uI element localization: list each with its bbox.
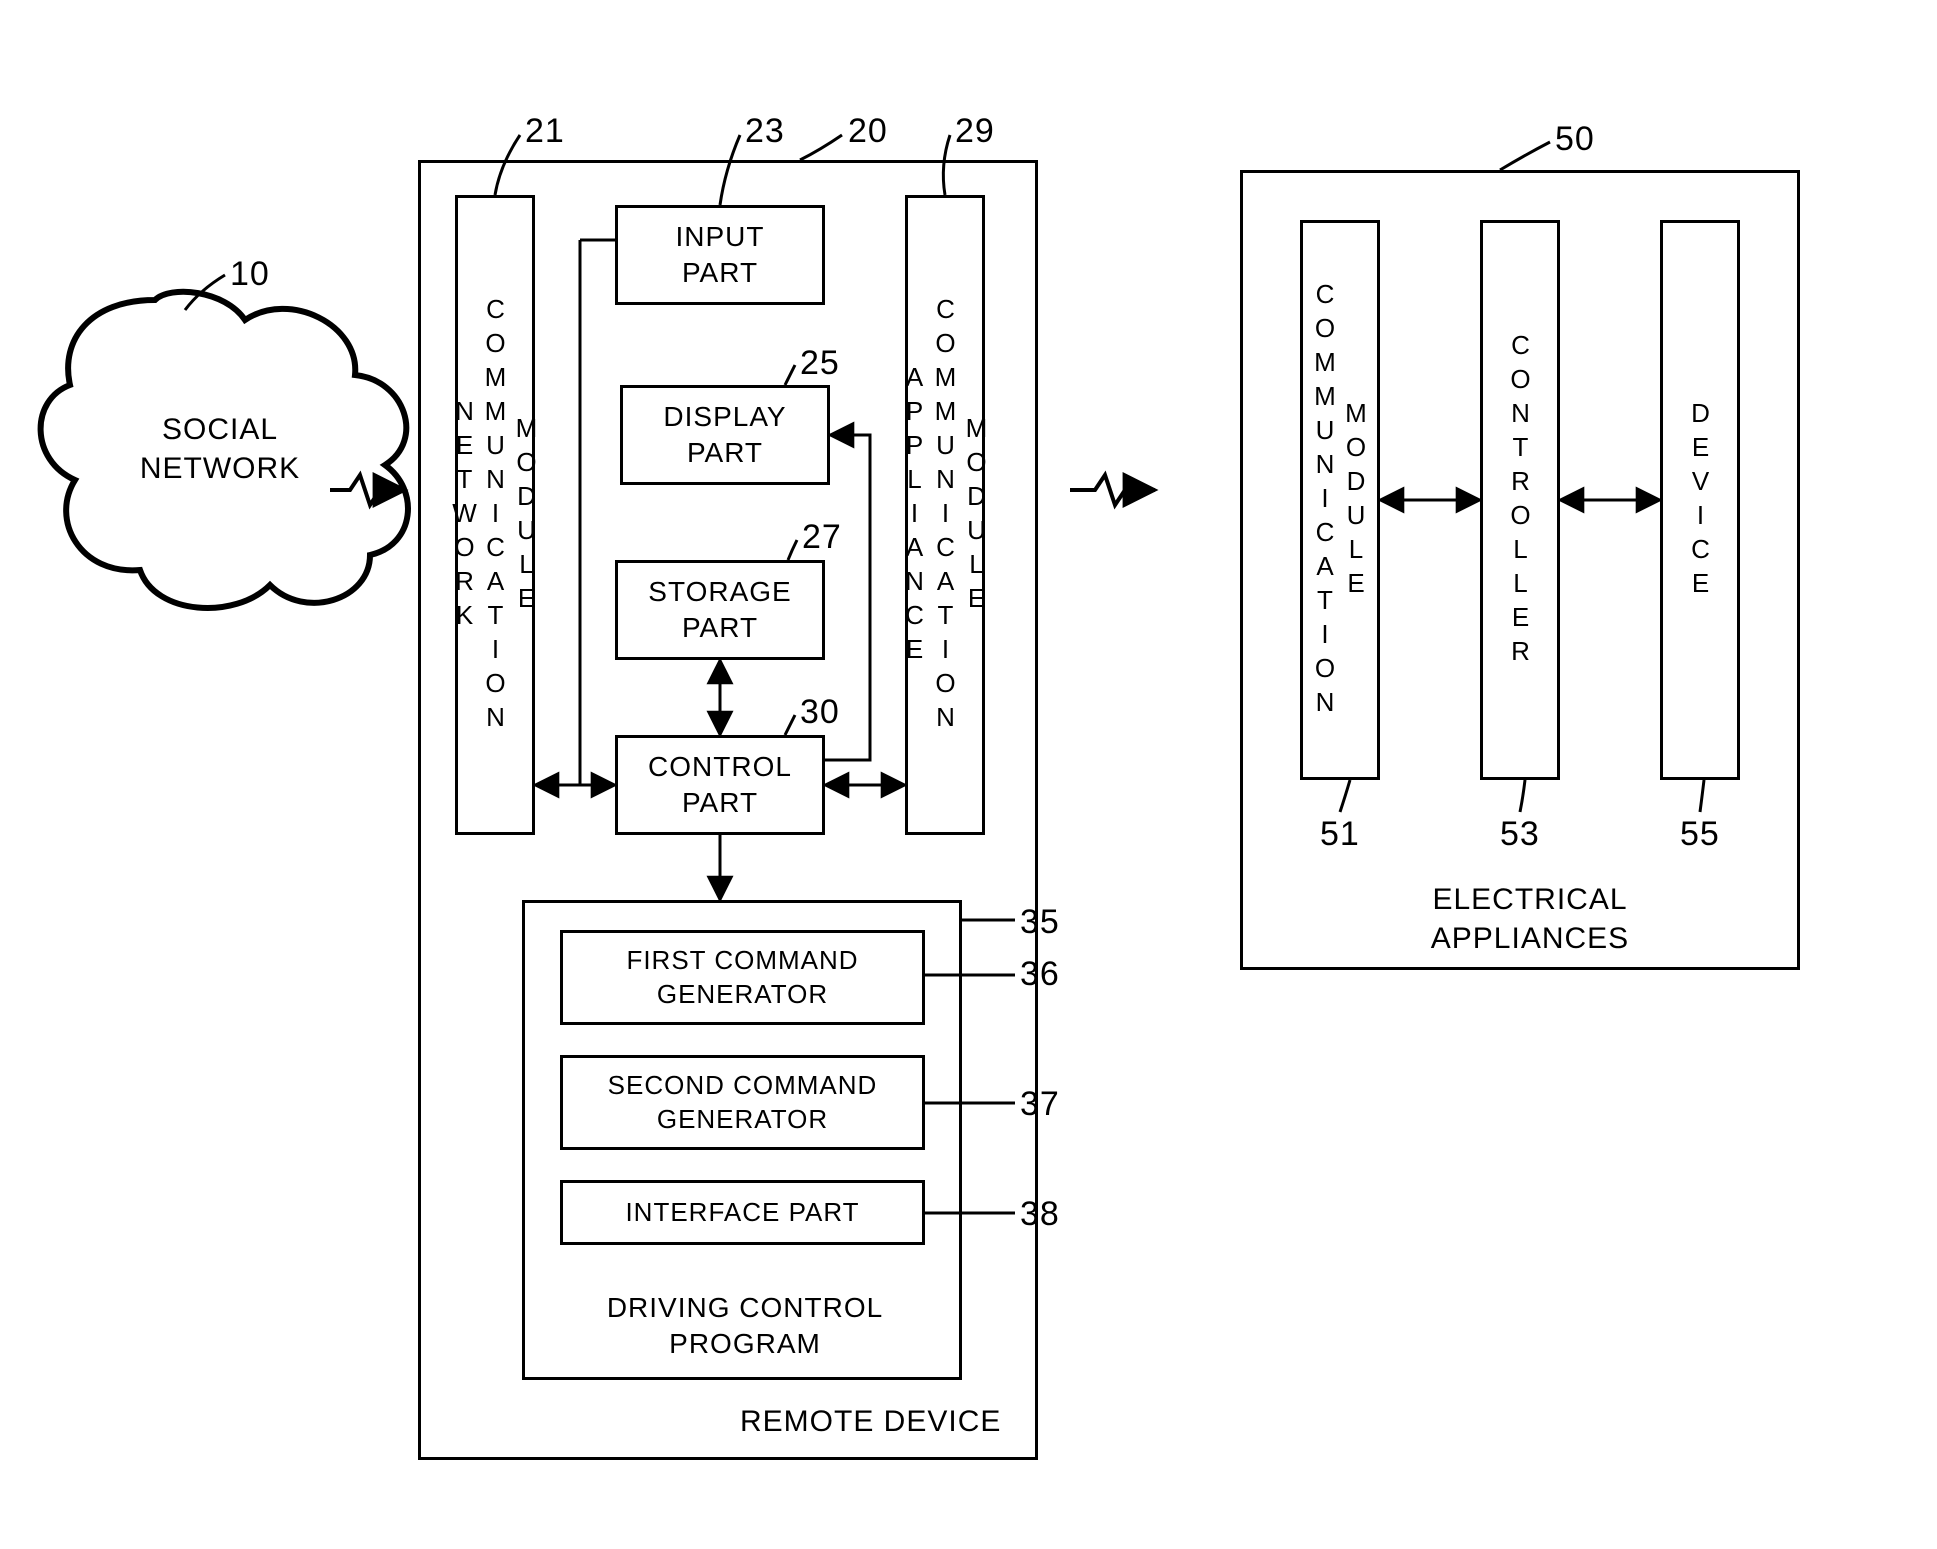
- display-part: DISPLAY PART: [620, 385, 830, 485]
- net-comm-label1: NETWORK: [449, 396, 480, 634]
- num-50: 50: [1555, 120, 1595, 159]
- num-37: 37: [1020, 1085, 1060, 1124]
- remote-device-caption: REMOTE DEVICE: [740, 1405, 1001, 1439]
- num-30: 30: [800, 693, 840, 732]
- num-36: 36: [1020, 955, 1060, 994]
- control-part: CONTROL PART: [615, 735, 825, 835]
- storage-part: STORAGE PART: [615, 560, 825, 660]
- network-comm-module: NETWORK COMMUNICATION MODULE: [455, 195, 535, 835]
- interface-part: INTERFACE PART: [560, 1180, 925, 1245]
- ea-dev-label: DEVICE: [1685, 398, 1716, 602]
- ea-device: DEVICE: [1660, 220, 1740, 780]
- app-comm-label3: MODULE: [961, 413, 992, 617]
- num-27: 27: [802, 518, 842, 557]
- num-53: 53: [1500, 815, 1540, 854]
- num-38: 38: [1020, 1195, 1060, 1234]
- num-21: 21: [525, 112, 565, 151]
- input-part: INPUT PART: [615, 205, 825, 305]
- ea-controller: CONTROLLER: [1480, 220, 1560, 780]
- net-comm-label3: MODULE: [511, 413, 542, 617]
- ea-comm-label2: MODULE: [1340, 398, 1371, 602]
- dcp-caption: DRIVING CONTROL PROGRAM: [580, 1290, 910, 1363]
- app-comm-label2: COMMUNICATION: [930, 294, 961, 736]
- ea-ctrl-label: CONTROLLER: [1505, 330, 1536, 670]
- first-command-generator: FIRST COMMAND GENERATOR: [560, 930, 925, 1025]
- num-29: 29: [955, 112, 995, 151]
- num-55: 55: [1680, 815, 1720, 854]
- num-35: 35: [1020, 903, 1060, 942]
- appliance-caption: ELECTRICAL APPLIANCES: [1400, 880, 1660, 958]
- ea-comm-module: COMMUNICATION MODULE: [1300, 220, 1380, 780]
- num-25: 25: [800, 344, 840, 383]
- cloud-label: SOCIAL NETWORK: [95, 410, 345, 488]
- appliance-comm-module: APPLIANCE COMMUNICATION MODULE: [905, 195, 985, 835]
- second-command-generator: SECOND COMMAND GENERATOR: [560, 1055, 925, 1150]
- ea-comm-label1: COMMUNICATION: [1309, 279, 1340, 721]
- app-comm-label1: APPLIANCE: [899, 362, 930, 668]
- net-comm-label2: COMMUNICATION: [480, 294, 511, 736]
- num-10: 10: [230, 255, 270, 294]
- num-51: 51: [1320, 815, 1360, 854]
- num-23: 23: [745, 112, 785, 151]
- num-20: 20: [848, 112, 888, 151]
